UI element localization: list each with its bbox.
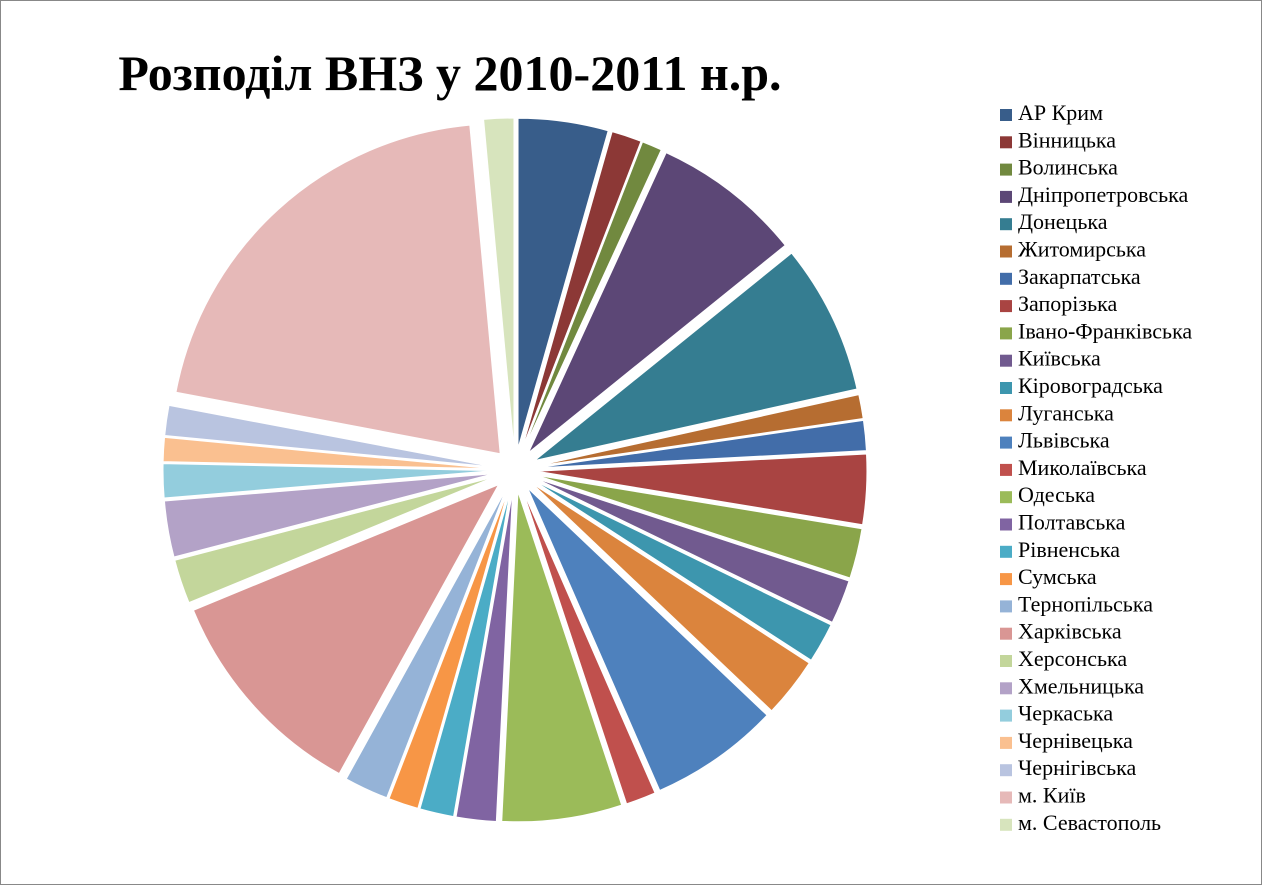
pie-slice (536, 474, 863, 579)
legend-swatch (1000, 218, 1012, 231)
legend-swatch (1000, 300, 1012, 313)
legend-label: Волинська (1018, 155, 1118, 180)
legend-swatch (1000, 354, 1012, 367)
pie-slice (162, 463, 494, 499)
legend-swatch (1000, 463, 1012, 476)
legend-label: Закарпатська (1018, 264, 1141, 289)
pie-slice (345, 489, 507, 799)
pie-slice (483, 117, 515, 449)
pie-slice (192, 483, 500, 775)
legend-swatch (1000, 655, 1012, 667)
legend-swatch (1000, 518, 1012, 531)
legend-label: Сумська (1018, 564, 1097, 589)
legend-label: Львівська (1018, 428, 1110, 453)
legend-swatch (1000, 600, 1012, 613)
legend-swatch (1000, 764, 1012, 777)
pie-slice (523, 141, 662, 450)
legend-swatch (1000, 818, 1012, 831)
legend-label: Івано-Франківська (1018, 318, 1192, 343)
legend-label: Житомирська (1018, 237, 1146, 262)
legend-label: Дніпропетровська (1018, 182, 1188, 207)
pie-slice (536, 393, 864, 467)
legend-swatch (1000, 791, 1012, 804)
legend-label: Вінницька (1018, 127, 1116, 152)
legend-label: Луганська (1018, 400, 1114, 425)
legend-label: Харківська (1018, 619, 1122, 644)
legend-swatch (1000, 190, 1012, 203)
pie-slice (536, 419, 867, 469)
legend-swatch (1000, 682, 1012, 695)
legend-label: м. Київ (1018, 783, 1086, 808)
legend-swatch (1000, 109, 1012, 121)
pie-slice (534, 252, 858, 461)
pie-slice (536, 453, 868, 526)
legend-label: Хмельницька (1018, 673, 1144, 698)
pie-slice (163, 473, 494, 558)
legend-label: Тернопільська (1018, 591, 1153, 616)
legend-label: АР Крим (1018, 100, 1103, 125)
legend-label: Херсонська (1018, 646, 1127, 671)
pie-slice (528, 152, 786, 454)
legend-label: Полтавська (1018, 510, 1126, 535)
legend-label: м. Севастополь (1018, 810, 1161, 835)
legend-label: Київська (1018, 346, 1101, 371)
pie-slice (535, 477, 850, 624)
legend-label: Чернігівська (1018, 755, 1136, 780)
legend-label: Одеська (1018, 482, 1095, 507)
legend-swatch (1000, 573, 1012, 586)
legend-swatch (1000, 436, 1012, 449)
legend-label: Чернівецька (1018, 728, 1133, 753)
pie-slice (531, 483, 810, 712)
legend-swatch (1000, 163, 1012, 176)
legend-swatch (1000, 491, 1012, 504)
legend-label: Донецька (1018, 209, 1108, 234)
legend-swatch (1000, 136, 1012, 149)
pie-slice (533, 480, 832, 661)
pie-slice (527, 487, 768, 792)
pie-slice (517, 117, 609, 449)
pie-slice (501, 491, 623, 823)
legend-swatch (1000, 709, 1012, 722)
pie-slice (455, 491, 514, 822)
pie-slice (175, 124, 501, 455)
pie-slice (419, 491, 511, 818)
legend-swatch (1000, 327, 1012, 340)
pie-slice (164, 404, 494, 468)
legend-swatch (1000, 409, 1012, 422)
legend-label: Миколаївська (1018, 455, 1147, 480)
pie-slice (174, 476, 495, 604)
pie-slice (522, 490, 656, 805)
chart-title: Розподіл ВНЗ у 2010-2011 н.р. (118, 45, 781, 101)
legend-swatch (1000, 272, 1012, 285)
legend-swatch (1000, 627, 1012, 640)
pie-slice (388, 490, 509, 809)
legend-label: Кіровоградська (1018, 373, 1163, 398)
legend-swatch (1000, 382, 1012, 394)
legend-label: Черкаська (1018, 701, 1113, 726)
legend-label: Рівненська (1018, 537, 1120, 562)
legend-swatch (1000, 545, 1012, 558)
legend-swatch (1000, 736, 1012, 749)
legend-label: Запорізька (1018, 291, 1117, 316)
pie-slice (162, 436, 494, 470)
legend-swatch (1000, 245, 1012, 258)
pie-slice (521, 131, 642, 450)
